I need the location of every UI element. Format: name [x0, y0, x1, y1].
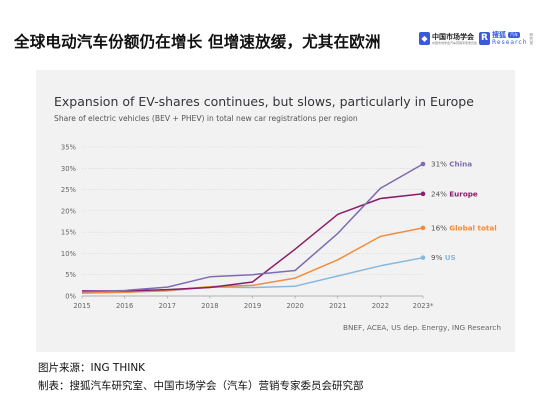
sohu-name: 搜狐: [492, 31, 507, 39]
x-tick-label: 2021: [329, 302, 346, 310]
series-end-point-china: [420, 161, 426, 167]
sohu-research-logo-icon: R: [479, 32, 491, 45]
chart-source: BNEF, ACEA, US dep. Energy, ING Research: [342, 323, 501, 332]
market-society-subtitle: 中国市场学会汽车营销专家委员会: [432, 40, 478, 45]
y-tick-label: 25%: [61, 186, 77, 194]
series-line-china: [81, 163, 424, 293]
sohu-badge: 汽车: [508, 32, 521, 38]
chart-subtitle: Share of electric vehicles (BEV + PHEV) …: [54, 114, 358, 123]
x-tick-label: 2023*: [413, 302, 434, 310]
credits-line: 制表：搜狐汽车研究室、中国市场学会（汽车）营销专家委员会研究部: [38, 380, 364, 392]
series-end-point-europe: [420, 191, 426, 197]
logo-group: ◆ 中国市场学会 中国市场学会汽车营销专家委员会 R 搜狐 汽车 Researc…: [419, 31, 536, 46]
x-tick-label: 2020: [286, 302, 303, 310]
series-line-europe: [82, 193, 424, 292]
market-society-logo: 中国市场学会 中国市场学会汽车营销专家委员会: [432, 33, 477, 45]
y-tick-label: 15%: [61, 229, 77, 237]
series-line-global-total: [81, 227, 424, 294]
y-tick-label: 5%: [65, 271, 76, 279]
series-end-point-global-total: [420, 225, 426, 231]
slide-title: 全球电动汽车份额仍在增长 但增速放缓，尤其在欧洲: [14, 33, 381, 51]
series-label-global-total: 16% Global total: [431, 223, 497, 232]
line-chart: 0% 5% 10% 15% 20% 25% 30% 35% 2015 2016 2017 2018 20…: [61, 144, 497, 311]
series-label-china: 31% China: [431, 160, 472, 169]
y-tick-label: 10%: [61, 250, 77, 258]
image-source-line: 图片来源：ING THINK: [38, 362, 146, 374]
market-society-logo-icon: ◆: [419, 32, 430, 45]
series-label-us: 9% US: [431, 253, 456, 262]
market-society-name: 中国市场学会: [432, 32, 474, 41]
sohu-research-word: Research: [492, 39, 528, 46]
x-tick-label: 2017: [159, 302, 176, 310]
y-tick-label: 30%: [61, 165, 77, 173]
chart-title: Expansion of EV-shares continues, but sl…: [54, 94, 474, 109]
sohu-research-logo: 搜狐 汽车 Research: [492, 31, 528, 46]
y-tick-label: 20%: [61, 207, 77, 215]
y-tick-label: 35%: [61, 144, 77, 152]
x-tick-label: 2019: [244, 302, 261, 310]
series-label-europe: 24% Europe: [431, 189, 478, 198]
x-tick-label: 2022: [372, 302, 389, 310]
x-tick-label: 2016: [116, 302, 133, 310]
x-tick-label: 2018: [201, 302, 218, 310]
y-tick-label: 0%: [65, 293, 76, 301]
series-end-point-us: [420, 255, 426, 260]
sohu-research-side-text: 研究室: [529, 32, 534, 45]
x-tick-label: 2015: [73, 302, 90, 310]
chart-card: Expansion of EV-shares continues, but sl…: [36, 70, 515, 352]
